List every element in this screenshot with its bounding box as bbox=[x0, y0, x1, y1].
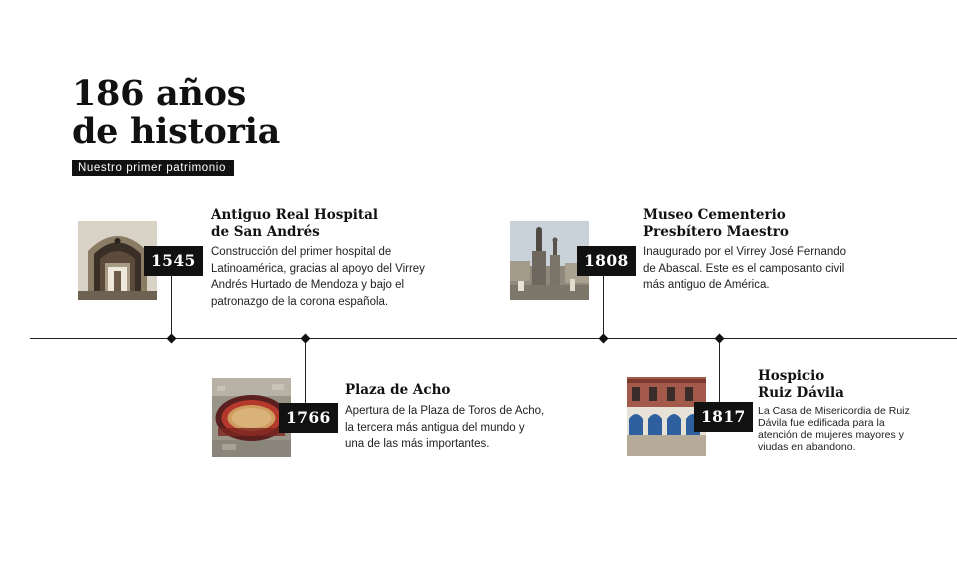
event-description-line: una de las más importantes. bbox=[345, 438, 490, 450]
event-description-line: Latinoamérica, gracias al apoyo del Virr… bbox=[211, 262, 425, 275]
cemetery-statues-photo bbox=[510, 221, 589, 300]
event-description-line: viudas en abandono. bbox=[758, 441, 856, 453]
event-description-1766: Apertura de la Plaza de Toros de Acho, l… bbox=[345, 403, 544, 453]
subtitle-badge: Nuestro primer patrimonio bbox=[72, 160, 234, 176]
event-title-1808: Museo Cementerio Presbítero Maestro bbox=[643, 207, 789, 241]
page-title-line-1: 186 años bbox=[72, 73, 247, 114]
event-title-1817: Hospicio Ruiz Dávila bbox=[758, 368, 844, 402]
event-title-line: Ruiz Dávila bbox=[758, 385, 844, 401]
event-description-line: Andrés Hurtado de Mendoza y bajo el bbox=[211, 279, 405, 291]
bullring-aerial-photo bbox=[212, 378, 291, 457]
event-photo-1545 bbox=[78, 221, 157, 300]
event-description-line: Construcción del primer hospital de bbox=[211, 246, 392, 258]
connector-1766 bbox=[305, 339, 306, 410]
year-badge-1808: 1808 bbox=[577, 246, 636, 276]
event-photo-1808 bbox=[510, 221, 589, 300]
event-description-line: Dávila fue edificada para la bbox=[758, 417, 885, 429]
event-description-line: patronazgo de la corona española. bbox=[211, 295, 389, 308]
junction-1545 bbox=[166, 333, 177, 344]
event-title-line: Plaza de Acho bbox=[345, 382, 451, 398]
junction-1808 bbox=[598, 333, 609, 344]
connector-1545 bbox=[171, 275, 172, 338]
event-description-line: La Casa de Misericordia de Ruiz bbox=[758, 405, 910, 417]
junction-1817 bbox=[714, 333, 725, 344]
event-title-1545: Antiguo Real Hospital de San Andrés bbox=[211, 207, 378, 241]
event-description-line: atención de mujeres mayores y bbox=[758, 429, 904, 441]
event-title-line: Hospicio bbox=[758, 368, 825, 384]
junction-1766 bbox=[300, 333, 311, 344]
year-badge-1545: 1545 bbox=[144, 246, 203, 276]
event-photo-1766 bbox=[212, 378, 291, 457]
event-photo-1817 bbox=[627, 377, 706, 456]
event-description-line: de Abascal. Este es el camposanto civil bbox=[643, 262, 845, 275]
event-title-line: de San Andrés bbox=[211, 224, 320, 240]
page-title-line-2: de historia bbox=[72, 111, 280, 152]
connector-1808 bbox=[603, 275, 604, 338]
connector-1817 bbox=[719, 339, 720, 402]
event-title-line: Antiguo Real Hospital bbox=[211, 207, 379, 223]
year-badge-1817: 1817 bbox=[694, 402, 753, 432]
event-description-1545: Construcción del primer hospital de Lati… bbox=[211, 244, 425, 310]
event-description-1808: Inaugurado por el Virrey José Fernando d… bbox=[643, 244, 846, 294]
page-title: 186 años de historia bbox=[72, 75, 280, 151]
colonial-courtyard-photo bbox=[627, 377, 706, 456]
event-description-line: Inaugurado por el Virrey José Fernando bbox=[643, 246, 847, 258]
year-badge-1766: 1766 bbox=[279, 403, 338, 433]
event-title-line: Presbítero Maestro bbox=[643, 224, 789, 240]
event-description-line: más antiguo de América. bbox=[643, 279, 770, 291]
event-title-line: Museo Cementerio bbox=[643, 207, 786, 223]
event-title-1766: Plaza de Acho bbox=[345, 382, 450, 399]
ornate-arched-doorway-photo bbox=[78, 221, 157, 300]
event-description-line: Apertura de la Plaza de Toros de Acho, bbox=[345, 405, 545, 417]
event-description-1817: La Casa de Misericordia de Ruiz Dávila f… bbox=[758, 405, 910, 453]
timeline-axis bbox=[30, 338, 957, 339]
event-description-line: la tercera más antigua del mundo y bbox=[345, 421, 525, 434]
